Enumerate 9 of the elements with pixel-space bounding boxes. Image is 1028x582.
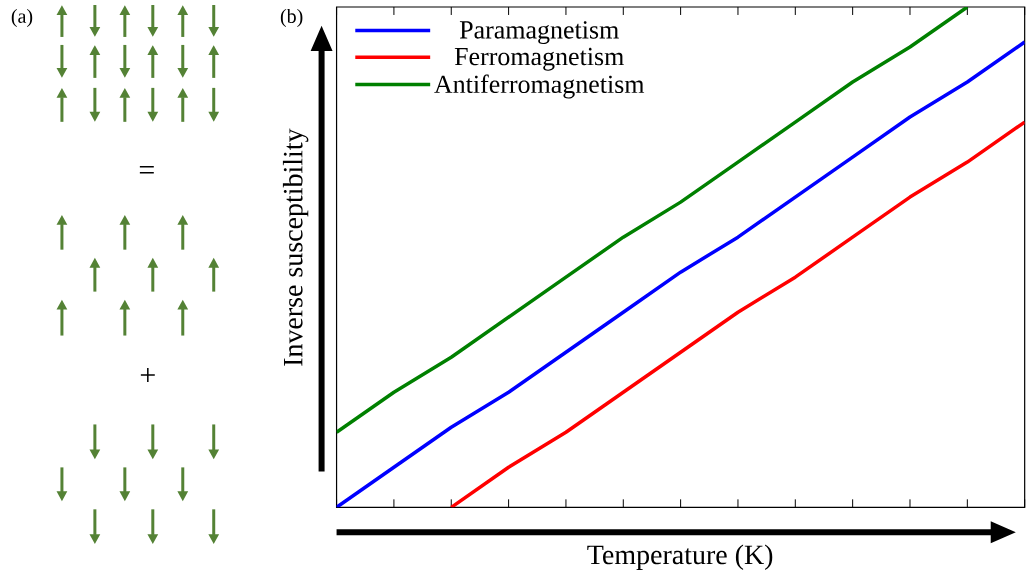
x-axis-title: Temperature (K) [587, 544, 773, 570]
y-axis-title: Inverse susceptibility [282, 128, 309, 366]
text: = [139, 165, 154, 174]
legend-label: Paramagnetism [459, 21, 619, 44]
legend-label: Antiferromagnetism [434, 74, 645, 99]
text: (a) [11, 8, 33, 27]
legend-label: Ferromagnetism [454, 47, 624, 71]
text: (b) [280, 8, 303, 27]
text: + [140, 367, 155, 382]
